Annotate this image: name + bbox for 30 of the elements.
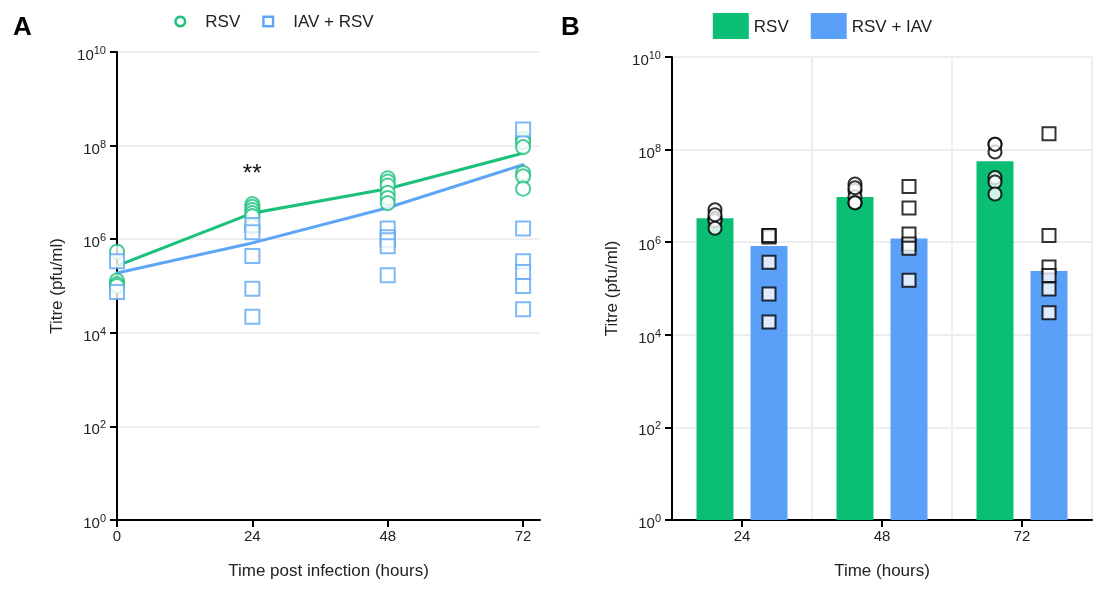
x-tick-label: 48 (873, 527, 891, 544)
y-tick-label: 10$^{6}$ (638, 233, 661, 254)
x-tick-label: 24 (244, 527, 261, 544)
x-axis-title: Time (hours) (834, 561, 930, 580)
legend-label: RSV + IAV (851, 16, 933, 36)
annotation: ** (242, 159, 262, 188)
y-tick-label: 10$^{6}$ (83, 230, 106, 251)
legend-label: RSV (753, 16, 790, 36)
x-axis-title: Time post infection (hours) (228, 561, 429, 580)
x-tick-label: 72 (514, 527, 532, 544)
legend-label: IAV + RSV (293, 12, 375, 31)
x-tick-label: 72 (1013, 527, 1031, 544)
y-tick-label: 10$^{10}$ (77, 43, 106, 63)
x-tick-label: 24 (733, 527, 751, 544)
x-tick-label: 48 (379, 527, 397, 544)
y-axis-title: Titre (pfu/ml) (47, 238, 66, 334)
y-tick-label: 10$^{8}$ (638, 140, 661, 161)
legend-label: RSV (205, 12, 241, 31)
y-tick-label: 10$^{4}$ (83, 323, 106, 344)
y-axis-title: Titre (pfu/ml) (602, 240, 621, 337)
y-tick-label: 10$^{10}$ (632, 48, 661, 68)
y-tick-label: 10$^{2}$ (638, 418, 661, 439)
y-tick-label: 10$^{0}$ (638, 511, 661, 531)
chart-title: A (13, 11, 32, 41)
y-tick-label: 10$^{8}$ (83, 136, 106, 157)
y-tick-label: 10$^{0}$ (83, 511, 106, 531)
x-tick-label: 0 (112, 527, 122, 544)
chart-title: B (561, 11, 580, 41)
y-tick-label: 10$^{4}$ (638, 325, 661, 346)
y-tick-label: 10$^{2}$ (83, 417, 106, 438)
